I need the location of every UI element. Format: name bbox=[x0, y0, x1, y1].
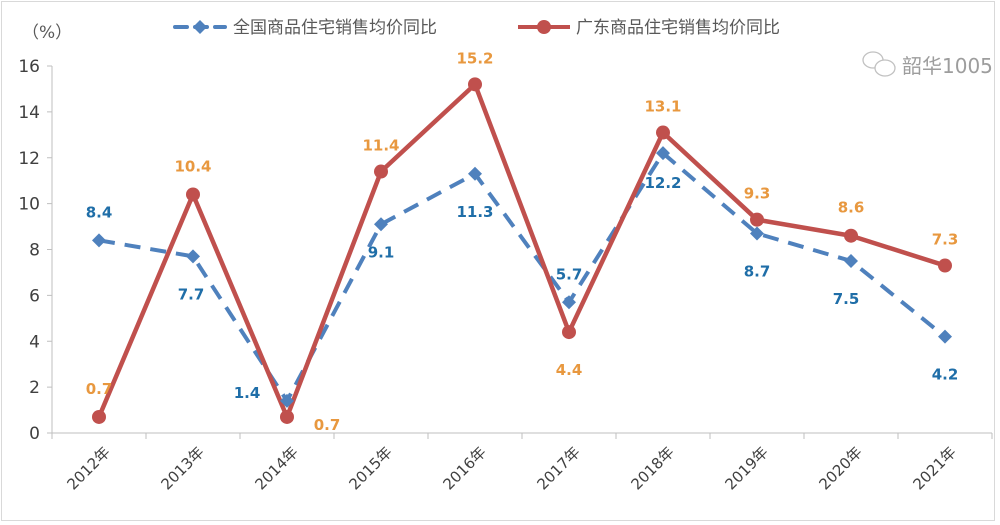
data-label: 1.4 bbox=[234, 384, 261, 402]
legend: 全国商品住宅销售均价同比 广东商品住宅销售均价同比 bbox=[173, 18, 780, 38]
data-point-diamond bbox=[562, 295, 576, 310]
data-point-diamond bbox=[92, 233, 106, 248]
data-label: 13.1 bbox=[644, 98, 681, 116]
y-tick-label: 2 bbox=[29, 378, 40, 398]
x-tick-label: 2019年 bbox=[721, 443, 771, 493]
data-point-circle bbox=[750, 212, 764, 227]
axes: 0 2 4 6 8 10 12 14 16 2012年 2013年 2014年 2015年 2016年 20… bbox=[18, 57, 993, 493]
x-tick-label: 2018年 bbox=[627, 443, 677, 493]
series-line bbox=[96, 82, 946, 420]
series-lines bbox=[92, 77, 952, 424]
x-tick-label: 2014年 bbox=[251, 443, 301, 493]
x-tick-label: 2015年 bbox=[345, 443, 395, 493]
data-label: 12.2 bbox=[644, 174, 681, 192]
data-label: 11.3 bbox=[456, 203, 493, 221]
data-point-circle bbox=[374, 164, 388, 179]
data-point-circle bbox=[562, 325, 576, 340]
data-label: 7.7 bbox=[178, 285, 205, 303]
y-tick-label: 6 bbox=[29, 286, 40, 306]
data-label: 0.7 bbox=[86, 380, 113, 398]
data-point-circle bbox=[844, 228, 858, 243]
legend-label: 全国商品住宅销售均价同比 bbox=[233, 18, 437, 38]
data-label: 9.1 bbox=[368, 243, 395, 261]
data-label: 8.4 bbox=[86, 203, 113, 221]
data-point-circle bbox=[656, 125, 670, 140]
data-point-diamond bbox=[186, 249, 200, 264]
data-label: 11.4 bbox=[362, 137, 399, 155]
series-line bbox=[98, 151, 947, 403]
y-tick-label: 4 bbox=[29, 332, 40, 352]
data-point-diamond bbox=[468, 166, 482, 181]
x-tick-label: 2016年 bbox=[439, 443, 489, 493]
x-tick-label: 2021年 bbox=[909, 443, 959, 493]
data-point-diamond bbox=[374, 217, 388, 232]
data-point-diamond bbox=[938, 329, 952, 344]
y-tick-label: 14 bbox=[18, 103, 40, 123]
x-tick-label: 2020年 bbox=[815, 443, 865, 493]
data-point-circle bbox=[92, 409, 106, 424]
data-label: 4.4 bbox=[556, 361, 583, 379]
x-tick-label: 2013年 bbox=[157, 443, 207, 493]
y-tick-label: 10 bbox=[18, 195, 40, 215]
data-point-circle bbox=[468, 77, 482, 92]
y-tick-label: 8 bbox=[29, 241, 40, 261]
data-point-circle bbox=[280, 409, 294, 424]
y-axis-unit-label: （%） bbox=[22, 23, 72, 43]
data-label: 7.5 bbox=[833, 290, 860, 308]
data-point-circle bbox=[938, 258, 952, 273]
data-labels: 8.4 7.7 1.4 9.1 11.3 5.7 12.2 8.7 7.5 4.2 0.7 10.4 0… bbox=[86, 49, 959, 434]
watermark-text: 韶华1005 bbox=[902, 54, 993, 78]
legend-label: 广东商品住宅销售均价同比 bbox=[576, 18, 780, 38]
data-point-diamond bbox=[750, 226, 764, 241]
data-point-circle bbox=[186, 187, 200, 202]
diamond-marker-icon bbox=[193, 20, 207, 34]
circle-marker-icon bbox=[537, 20, 551, 34]
data-point-diamond bbox=[280, 393, 294, 408]
y-tick-label: 0 bbox=[29, 424, 40, 444]
y-tick-label: 12 bbox=[18, 149, 40, 169]
x-tick-label: 2012年 bbox=[63, 443, 113, 493]
data-label: 5.7 bbox=[556, 265, 583, 283]
data-label: 7.3 bbox=[932, 231, 959, 249]
data-label: 10.4 bbox=[174, 157, 211, 175]
data-point-diamond bbox=[844, 253, 858, 268]
data-label: 8.7 bbox=[744, 262, 771, 280]
x-tick-label: 2017年 bbox=[533, 443, 583, 493]
data-point-diamond bbox=[656, 146, 670, 161]
data-label: 0.7 bbox=[314, 416, 341, 434]
watermark: 韶华1005 bbox=[862, 51, 993, 78]
data-label: 9.3 bbox=[744, 185, 771, 203]
y-tick-label: 16 bbox=[18, 57, 40, 77]
data-label: 8.6 bbox=[838, 199, 865, 217]
wechat-icon bbox=[862, 51, 896, 77]
data-label: 4.2 bbox=[932, 366, 959, 384]
data-label: 15.2 bbox=[456, 49, 493, 67]
